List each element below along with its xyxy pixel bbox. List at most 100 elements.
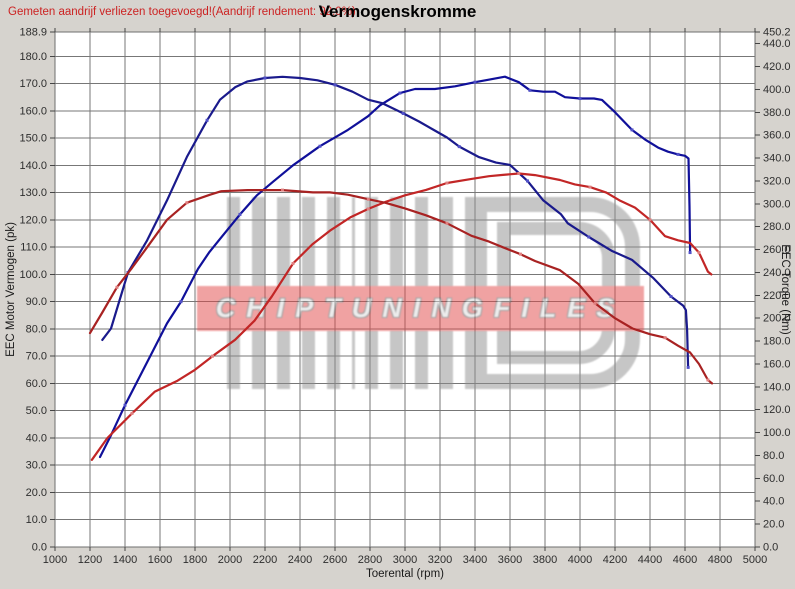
y-left-tick-label: 160.0 — [19, 105, 47, 117]
y-right-tick-label: 450.2 — [763, 27, 791, 39]
y-left-tick-label: 130.0 — [19, 187, 47, 199]
curve-marker-torque_original_red — [115, 285, 119, 289]
y-right-tick-label: 80.0 — [763, 450, 784, 462]
y-left-tick-label: 10.0 — [26, 514, 47, 526]
curve-marker-power_tuned_blue — [238, 212, 242, 216]
x-tick-label: 3400 — [463, 554, 487, 566]
x-tick-label: 4000 — [568, 554, 592, 566]
y-right-tick-label: 380.0 — [763, 107, 791, 119]
curve-marker-torque_tuned_blue — [587, 235, 591, 239]
curve-marker-power_original_red — [291, 261, 295, 265]
curve-marker-torque_tuned_blue — [457, 145, 461, 149]
x-tick-label: 2600 — [323, 554, 347, 566]
curve-marker-torque_tuned_blue — [333, 83, 337, 87]
curve-marker-torque_tuned_blue — [263, 76, 267, 80]
x-tick-label: 2000 — [218, 554, 242, 566]
x-tick-label: 3800 — [533, 554, 557, 566]
y-left-tick-label: 90.0 — [26, 296, 47, 308]
y-left-axis-title: EEC Motor Vermogen (pk) — [5, 222, 17, 357]
curve-marker-torque_original_red — [366, 197, 370, 201]
y-left-tick-label: 20.0 — [26, 487, 47, 499]
y-left-tick-label: 80.0 — [26, 323, 47, 335]
x-tick-label: 2400 — [288, 554, 312, 566]
y-left-tick-label: 100.0 — [19, 269, 47, 281]
curve-marker-power_original_red — [697, 251, 701, 255]
curve-marker-power_tuned_blue — [473, 80, 477, 84]
y-left-tick-label: 40.0 — [26, 432, 47, 444]
x-tick-label: 4400 — [638, 554, 662, 566]
x-tick-label: 3600 — [498, 554, 522, 566]
curve-marker-power_tuned_blue — [123, 403, 127, 407]
curve-torque_tuned_blue — [101, 75, 690, 369]
curve-power_original_red — [90, 172, 713, 461]
y-right-tick-label: 360.0 — [763, 130, 791, 142]
y-left-tick-label: 120.0 — [19, 214, 47, 226]
curve-marker-power_original_red — [517, 171, 521, 175]
curve-marker-power_original_red — [648, 218, 652, 222]
y-right-tick-label: 300.0 — [763, 198, 791, 210]
y-left-tick-label: 150.0 — [19, 133, 47, 145]
x-tick-label: 4800 — [708, 554, 732, 566]
x-tick-label: 2200 — [253, 554, 277, 566]
x-tick-label: 3000 — [393, 554, 417, 566]
curve-marker-torque_original_red — [663, 336, 667, 340]
y-right-tick-label: 320.0 — [763, 175, 791, 187]
curve-marker-power_tuned_blue — [318, 144, 322, 148]
curve-marker-power_original_red — [445, 181, 449, 185]
y-left-tick-label: 110.0 — [20, 242, 47, 254]
y-right-tick-label: 140.0 — [763, 381, 791, 393]
curve-marker-power_original_red — [588, 185, 592, 189]
curve-marker-power_tuned_blue — [398, 91, 402, 95]
x-tick-label: 1400 — [113, 554, 137, 566]
curve-torque_original_red — [88, 189, 714, 385]
x-tick-label: 4200 — [603, 554, 627, 566]
y-right-tick-label: 240.0 — [763, 267, 791, 279]
curve-marker-power_tuned_blue — [676, 152, 680, 156]
y-right-tick-label: 280.0 — [763, 221, 791, 233]
page-title: Vermogenskromme — [318, 2, 477, 21]
y-right-tick-label: 220.0 — [763, 290, 791, 302]
y-right-tick-label: 0.0 — [763, 542, 778, 554]
y-right-tick-label: 440.0 — [763, 38, 791, 50]
x-tick-label: 5000 — [743, 554, 767, 566]
y-right-tick-label: 200.0 — [763, 313, 791, 325]
curve-marker-torque_original_red — [593, 301, 597, 305]
y-left-tick-label: 60.0 — [26, 378, 47, 390]
y-right-tick-label: 260.0 — [763, 244, 791, 256]
x-tick-label: 1000 — [43, 554, 67, 566]
curve-marker-power_original_red — [130, 411, 134, 415]
curve-marker-torque_tuned_blue — [401, 111, 405, 115]
y-left-tick-label: 170.0 — [19, 78, 47, 90]
curve-marker-torque_original_red — [706, 378, 710, 382]
curve-marker-torque_tuned_blue — [669, 294, 673, 298]
y-right-tick-label: 40.0 — [763, 496, 784, 508]
y-right-tick-label: 160.0 — [763, 358, 791, 370]
curve-marker-power_tuned_blue — [528, 88, 532, 92]
curve-marker-power_tuned_blue — [688, 251, 692, 255]
y-left-tick-label: 30.0 — [26, 460, 47, 472]
y-right-axis-title: EEC Torque (Nm) — [779, 244, 791, 335]
y-left-tick-label: 188.9 — [19, 27, 47, 39]
x-tick-label: 1800 — [183, 554, 207, 566]
y-right-tick-label: 400.0 — [763, 84, 791, 96]
x-tick-label: 2800 — [358, 554, 382, 566]
y-left-tick-label: 70.0 — [26, 351, 47, 363]
x-tick-label: 4600 — [673, 554, 697, 566]
curve-marker-power_tuned_blue — [630, 128, 634, 132]
curve-marker-torque_tuned_blue — [686, 365, 690, 369]
x-tick-label: 1600 — [148, 554, 172, 566]
y-right-tick-label: 420.0 — [763, 61, 791, 73]
curve-marker-torque_original_red — [519, 252, 522, 256]
x-tick-label: 1200 — [78, 554, 102, 566]
y-right-tick-label: 180.0 — [763, 336, 791, 348]
curve-marker-power_tuned_blue — [578, 97, 582, 101]
x-tick-label: 3200 — [428, 554, 452, 566]
drivetrain-loss-note: Gemeten aandrijf verliezen toegevoegd!(A… — [8, 6, 356, 18]
curve-power_tuned_blue — [98, 75, 692, 459]
curve-marker-power_tuned_blue — [179, 300, 183, 304]
curve-marker-torque_original_red — [185, 201, 189, 205]
y-right-tick-label: 100.0 — [763, 427, 791, 439]
curve-marker-torque_tuned_blue — [526, 179, 529, 183]
